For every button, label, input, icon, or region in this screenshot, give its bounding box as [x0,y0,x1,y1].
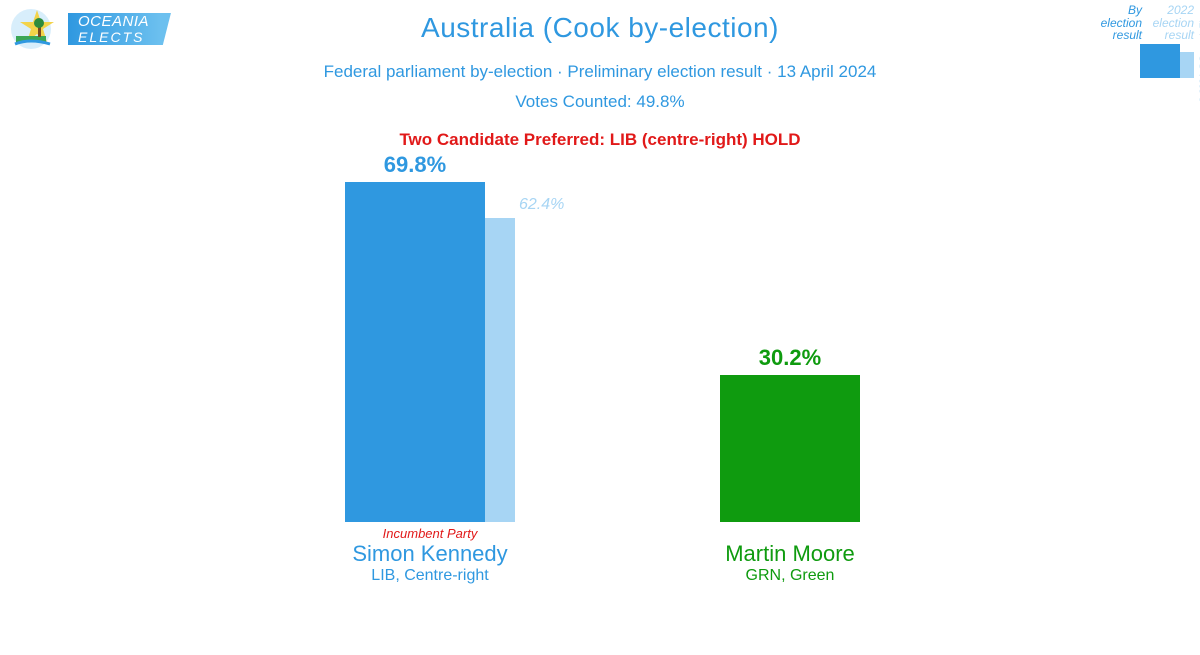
legend-prev-label: 2022 election result [1146,4,1194,42]
candidate-party: GRN, Green [620,567,960,585]
chart-title: Australia (Cook by-election) [0,12,1200,44]
candidate-bars: 69.8%62.4% [260,182,600,522]
legend-prev-bar [1180,52,1194,78]
candidate-0: 69.8%62.4%Incumbent PartySimon KennedyLI… [260,182,600,585]
legend-bars [1079,44,1194,78]
votes-counted: Votes Counted: 49.8% [0,92,1200,112]
candidate-bars: 30.2% [620,182,960,522]
main-bar: 30.2% [720,375,860,522]
prev-bar: 62.4% [485,218,515,522]
chart-header: Australia (Cook by-election) Federal par… [0,12,1200,150]
candidate-name: Martin Moore [620,541,960,567]
incumbent-label: Incumbent Party [260,526,600,541]
main-bar: 69.8% [345,182,485,522]
legend: By election result 2022 election result … [1079,4,1194,78]
main-pct-label: 69.8% [345,152,485,178]
candidate-name: Simon Kennedy [260,541,600,567]
prev-pct-label: 62.4% [515,196,564,214]
bar-chart: 69.8%62.4%Incumbent PartySimon KennedyLI… [0,185,1200,585]
main-pct-label: 30.2% [720,345,860,371]
candidate-party: LIB, Centre-right [260,567,600,585]
legend-current-bar [1140,44,1180,78]
candidate-1: 30.2% Martin MooreGRN, Green [620,182,960,585]
chart-subtitle: Federal parliament by-election · Prelimi… [0,62,1200,82]
hold-status: Two Candidate Preferred: LIB (centre-rig… [0,130,1200,150]
legend-current-label: By election result [1094,4,1142,42]
